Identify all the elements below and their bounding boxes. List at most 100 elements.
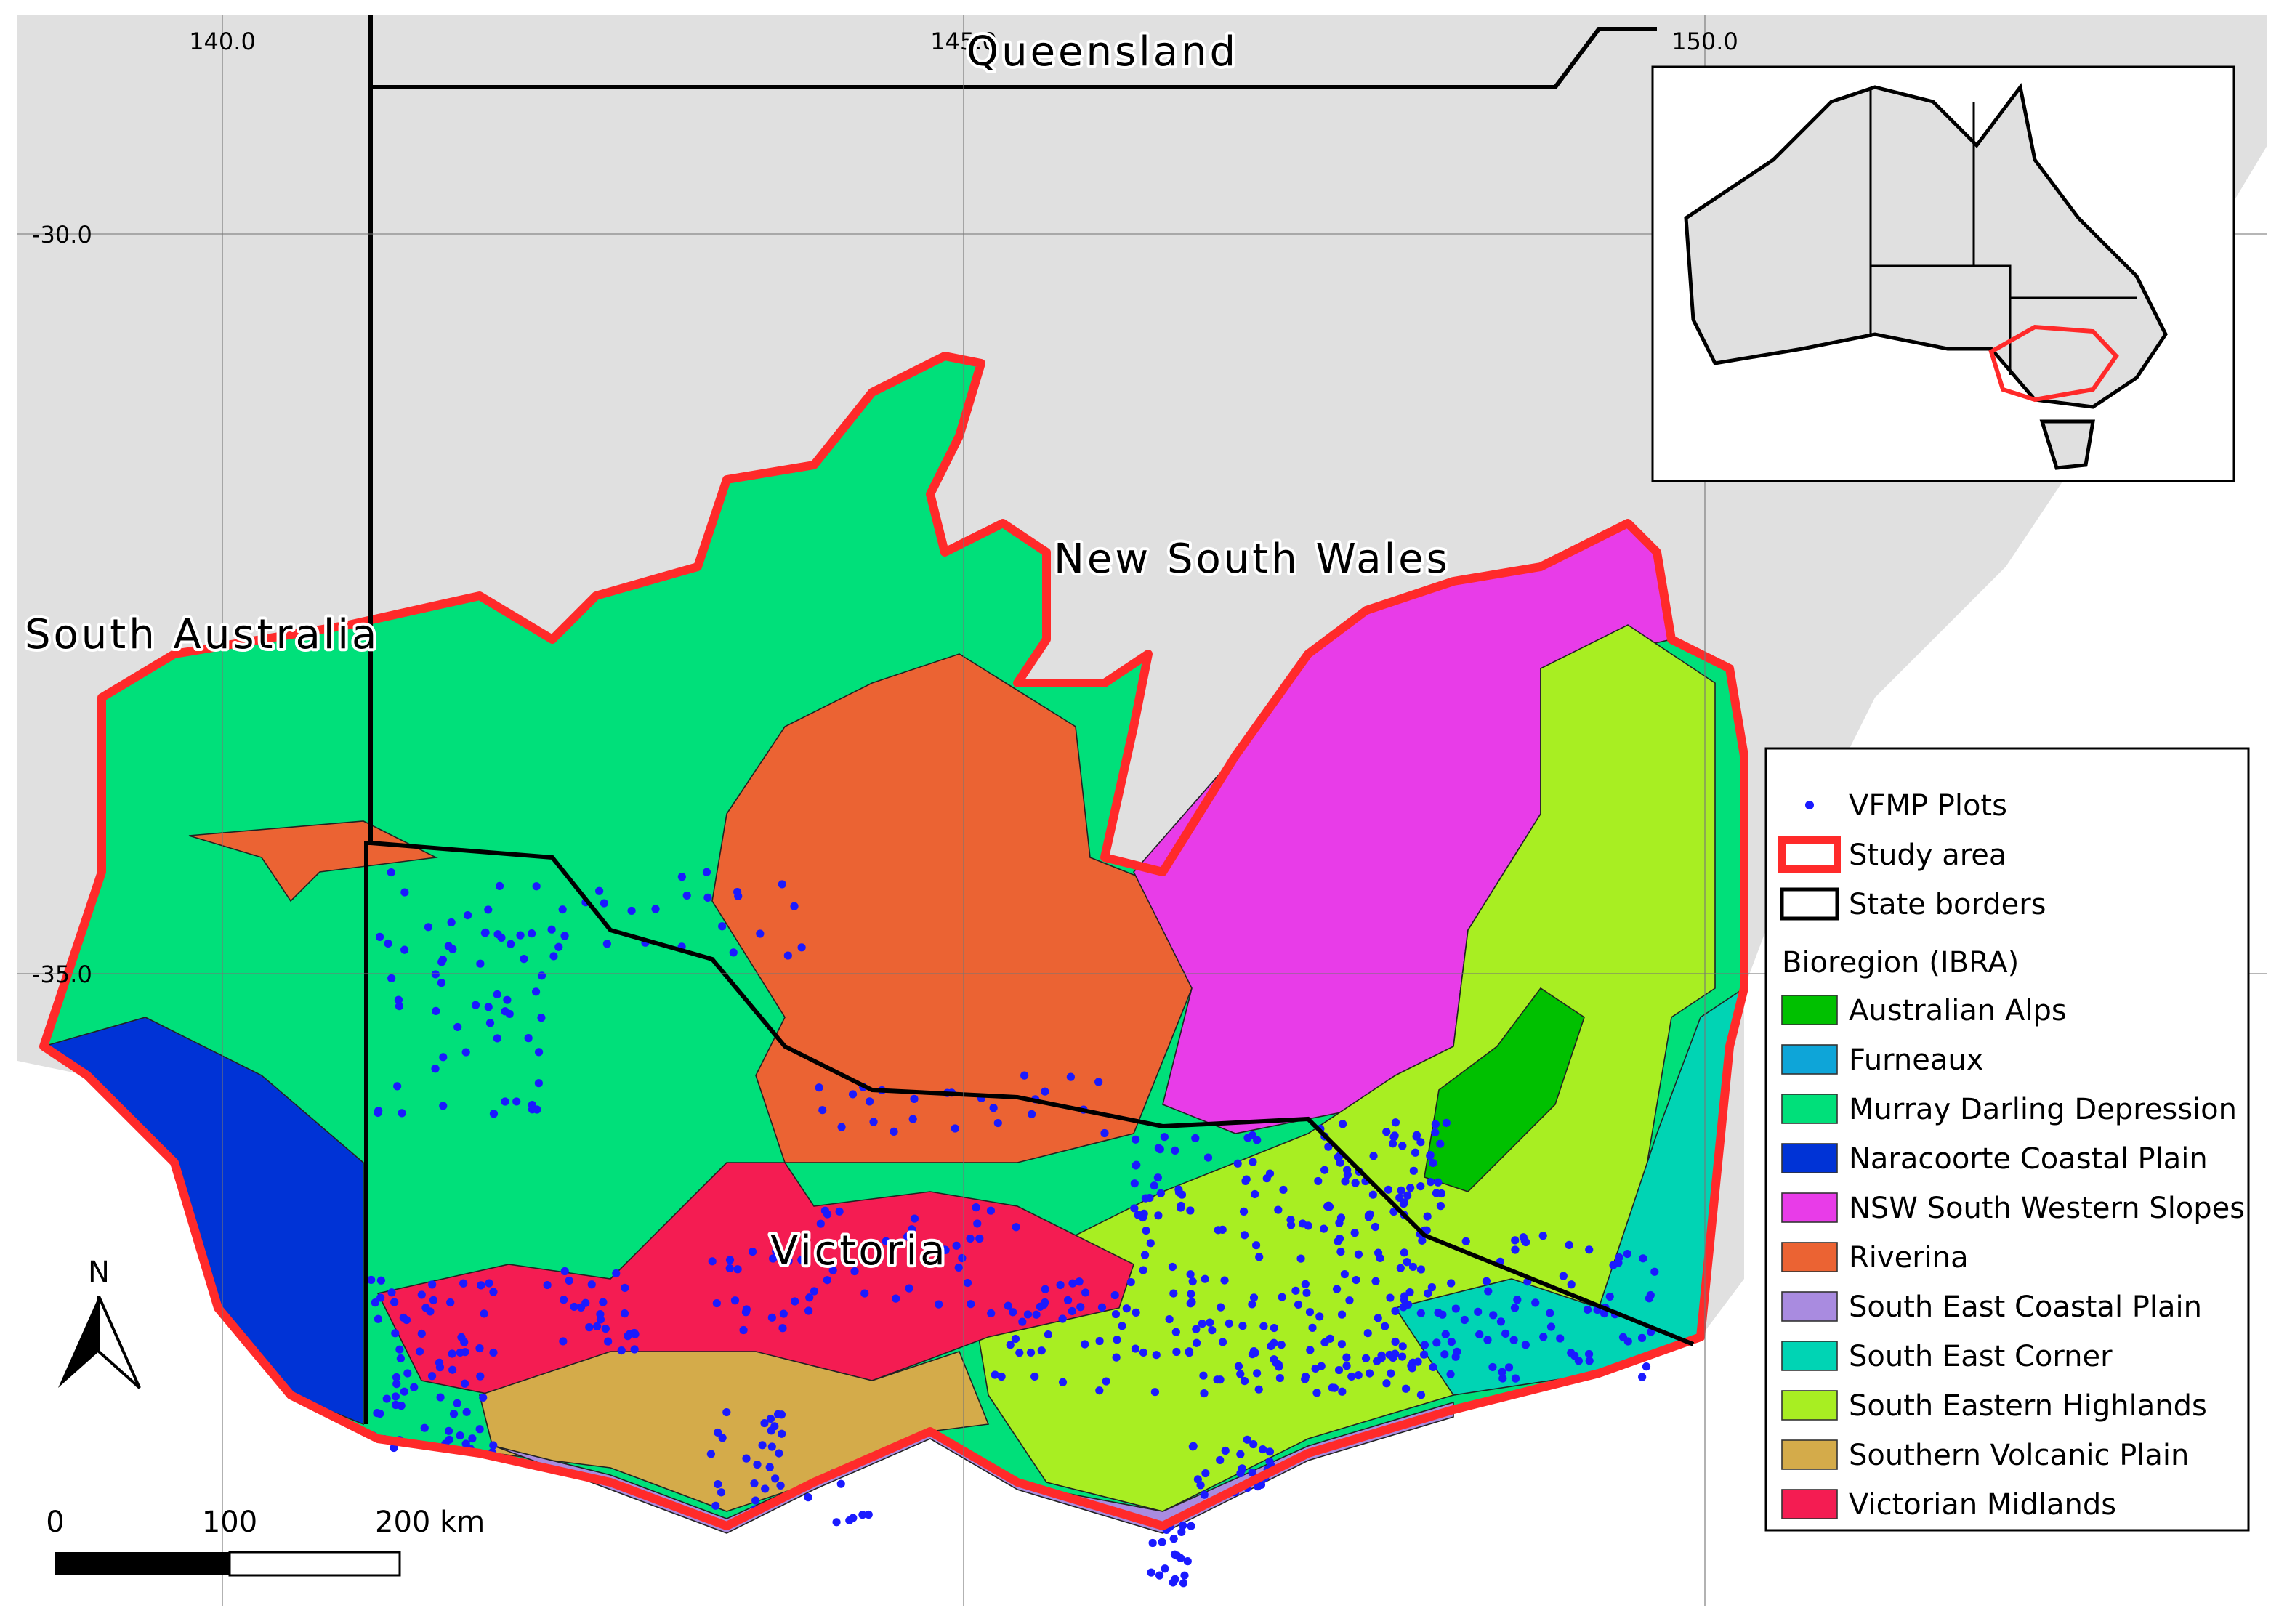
vfmp-plot <box>903 1232 912 1241</box>
vfmp-plot <box>760 1418 769 1428</box>
vfmp-plot <box>1420 1341 1429 1349</box>
vfmp-plot <box>1451 1304 1460 1313</box>
place-label: South Australia <box>25 611 379 658</box>
vfmp-plot <box>1199 1371 1208 1380</box>
vfmp-plot <box>951 1124 959 1133</box>
vfmp-plot <box>1403 1191 1412 1200</box>
vfmp-plot <box>1132 1135 1140 1144</box>
vfmp-plot <box>1243 1435 1251 1444</box>
vfmp-plot <box>1012 1223 1020 1232</box>
vfmp-plot <box>1028 1110 1036 1118</box>
vfmp-plot <box>617 1346 626 1355</box>
vfmp-plot <box>1305 1308 1315 1317</box>
vfmp-plot <box>1216 1455 1225 1465</box>
vfmp-plot <box>1139 1266 1147 1274</box>
vfmp-plot <box>374 1314 383 1323</box>
vfmp-plot <box>991 1370 999 1379</box>
vfmp-plot <box>1270 1323 1278 1333</box>
vfmp-plot <box>1174 1188 1184 1197</box>
vfmp-plot <box>1642 1362 1651 1371</box>
vfmp-plot <box>1188 1277 1197 1286</box>
vfmp-plot <box>702 868 711 876</box>
legend-label: Study area <box>1849 839 2006 872</box>
vfmp-plot <box>1335 1219 1344 1227</box>
vfmp-plot <box>1315 1312 1324 1321</box>
vfmp-plot <box>460 1338 469 1346</box>
vfmp-plot <box>1376 1253 1384 1263</box>
legend-label: Australian Alps <box>1849 994 2067 1027</box>
vfmp-plot <box>1453 1347 1461 1356</box>
vfmp-plot <box>777 1410 786 1419</box>
legend-swatch <box>1781 1143 1838 1173</box>
vfmp-plot <box>477 1281 485 1290</box>
vfmp-plot <box>1440 1350 1449 1359</box>
vfmp-plot <box>1111 1309 1121 1319</box>
vfmp-plot <box>711 1501 720 1510</box>
vfmp-plot <box>1498 1368 1506 1376</box>
vfmp-plot <box>790 902 799 910</box>
vfmp-plot <box>778 1429 786 1438</box>
vfmp-plot <box>1165 1314 1174 1324</box>
legend-label: State borders <box>1849 888 2046 921</box>
vfmp-plot <box>489 1110 499 1118</box>
vfmp-plot <box>1221 1446 1230 1455</box>
vfmp-plot <box>485 1279 493 1288</box>
vfmp-plot <box>1567 1280 1576 1289</box>
scale-label: 100 <box>202 1506 257 1539</box>
vfmp-plot <box>387 1288 396 1297</box>
vfmp-plot <box>1039 1300 1049 1309</box>
vfmp-plot <box>1565 1240 1573 1249</box>
vfmp-plot <box>714 1479 722 1489</box>
vfmp-plot <box>1398 1142 1407 1150</box>
vfmp-plot <box>1004 1301 1012 1310</box>
vfmp-plot <box>1352 1275 1360 1285</box>
vfmp-plot <box>1434 1178 1443 1187</box>
vfmp-plot <box>741 1308 750 1317</box>
vfmp-plot <box>1239 1207 1249 1216</box>
vfmp-plot <box>776 1481 785 1490</box>
vfmp-plot <box>823 1276 831 1285</box>
vfmp-plot <box>1350 1229 1359 1237</box>
vfmp-plot <box>1328 1383 1336 1392</box>
vfmp-plot <box>1301 1280 1310 1288</box>
vfmp-plot <box>725 1264 734 1273</box>
vfmp-plot <box>1308 1323 1317 1332</box>
vfmp-plot <box>453 1399 461 1407</box>
vfmp-plot <box>1400 1248 1408 1257</box>
vfmp-plot <box>1337 1310 1347 1319</box>
vfmp-plot <box>1605 1292 1614 1301</box>
vfmp-plot <box>421 1304 430 1312</box>
vfmp-plot <box>1556 1334 1565 1343</box>
vfmp-plot <box>828 1266 837 1274</box>
vfmp-plot <box>864 1510 873 1519</box>
vfmp-plot <box>1278 1293 1286 1301</box>
vfmp-plot <box>376 1409 384 1418</box>
lon-label: 145.0 <box>930 28 997 55</box>
vfmp-plot <box>1208 1326 1217 1335</box>
vfmp-plot <box>1498 1374 1507 1383</box>
vfmp-plot <box>447 918 456 927</box>
legend-label: Naracoorte Coastal Plain <box>1849 1142 2208 1176</box>
vfmp-plot <box>565 1276 573 1285</box>
vfmp-plot <box>475 1425 484 1434</box>
region-southern-volcanic <box>479 1351 990 1512</box>
vfmp-plot <box>560 1296 568 1304</box>
vfmp-plot <box>612 1269 621 1278</box>
vfmp-plot <box>439 1102 448 1110</box>
vfmp-plot <box>1337 1340 1346 1349</box>
vfmp-plot <box>1398 1342 1407 1351</box>
vfmp-plot <box>528 929 536 938</box>
vfmp-plot <box>1484 1287 1493 1296</box>
vfmp-plot <box>677 873 686 881</box>
vfmp-plot <box>1474 1307 1483 1316</box>
vfmp-plot <box>547 925 556 934</box>
vfmp-plot <box>1187 1522 1195 1530</box>
vfmp-plot <box>391 1329 400 1338</box>
vfmp-plot <box>1638 1373 1647 1381</box>
vfmp-plot <box>600 899 608 908</box>
vfmp-plot <box>993 1118 1002 1128</box>
vfmp-plot <box>1171 1146 1179 1155</box>
legend-label: Riverina <box>1849 1241 1969 1274</box>
vfmp-plot <box>468 1434 477 1443</box>
scale-label: 0 <box>46 1506 64 1539</box>
